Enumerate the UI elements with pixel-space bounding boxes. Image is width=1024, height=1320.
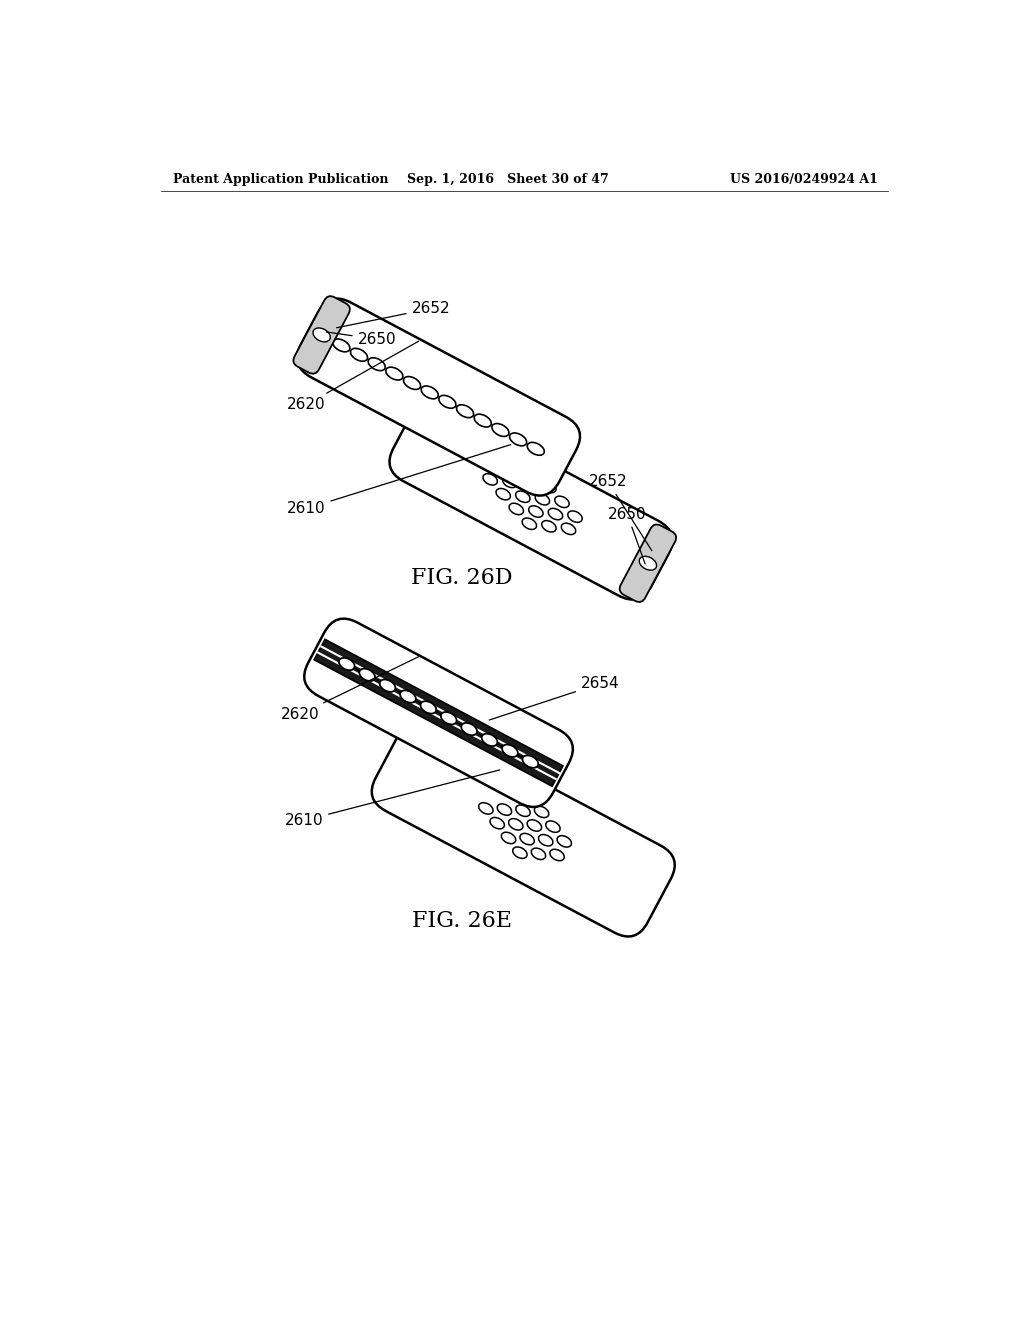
Ellipse shape [457, 405, 474, 417]
Ellipse shape [333, 339, 350, 352]
Ellipse shape [439, 396, 456, 408]
Ellipse shape [369, 358, 385, 371]
Ellipse shape [350, 348, 368, 362]
Ellipse shape [509, 503, 523, 515]
FancyBboxPatch shape [620, 524, 676, 602]
Text: 2654: 2654 [489, 676, 620, 719]
Ellipse shape [557, 836, 571, 847]
Ellipse shape [502, 744, 518, 756]
Ellipse shape [539, 834, 553, 846]
Ellipse shape [421, 385, 438, 399]
Text: Patent Application Publication: Patent Application Publication [173, 173, 388, 186]
Ellipse shape [535, 807, 549, 817]
Ellipse shape [474, 414, 492, 428]
Ellipse shape [542, 520, 556, 532]
Ellipse shape [561, 523, 575, 535]
Ellipse shape [380, 680, 395, 692]
Ellipse shape [313, 327, 331, 342]
Ellipse shape [522, 517, 537, 529]
Ellipse shape [550, 849, 564, 861]
Text: 2650: 2650 [608, 507, 646, 564]
Ellipse shape [481, 734, 498, 746]
Ellipse shape [490, 817, 505, 829]
Text: Sep. 1, 2016   Sheet 30 of 47: Sep. 1, 2016 Sheet 30 of 47 [407, 173, 608, 186]
Ellipse shape [359, 669, 375, 681]
Ellipse shape [520, 833, 535, 845]
Text: FIG. 26E: FIG. 26E [412, 909, 512, 932]
FancyBboxPatch shape [372, 719, 675, 937]
Ellipse shape [492, 424, 509, 437]
Text: 2650: 2650 [327, 331, 396, 347]
Ellipse shape [461, 723, 477, 735]
Ellipse shape [548, 508, 562, 520]
Ellipse shape [568, 511, 583, 523]
Ellipse shape [400, 690, 416, 702]
Text: 2620: 2620 [287, 341, 419, 412]
Ellipse shape [510, 433, 526, 446]
Ellipse shape [555, 496, 569, 507]
Ellipse shape [421, 701, 436, 714]
Ellipse shape [531, 849, 546, 859]
FancyBboxPatch shape [304, 619, 572, 807]
Text: 2610: 2610 [285, 770, 500, 828]
Ellipse shape [516, 805, 530, 817]
Ellipse shape [441, 711, 457, 725]
Ellipse shape [503, 477, 517, 487]
Ellipse shape [536, 494, 550, 506]
Ellipse shape [386, 367, 402, 380]
FancyBboxPatch shape [293, 296, 350, 374]
FancyBboxPatch shape [297, 298, 580, 495]
Ellipse shape [478, 803, 494, 814]
Ellipse shape [639, 556, 656, 570]
Ellipse shape [527, 442, 545, 455]
Text: 2620: 2620 [281, 657, 419, 722]
Ellipse shape [528, 506, 543, 517]
Ellipse shape [403, 376, 421, 389]
Ellipse shape [339, 657, 354, 671]
Ellipse shape [546, 821, 560, 833]
Ellipse shape [542, 482, 556, 492]
Ellipse shape [522, 755, 539, 768]
FancyBboxPatch shape [389, 403, 673, 599]
Ellipse shape [502, 832, 516, 843]
Ellipse shape [509, 818, 523, 830]
Ellipse shape [522, 479, 537, 490]
Text: FIG. 26D: FIG. 26D [411, 568, 512, 589]
Ellipse shape [513, 847, 527, 858]
Text: US 2016/0249924 A1: US 2016/0249924 A1 [729, 173, 878, 186]
Ellipse shape [498, 804, 512, 816]
Ellipse shape [527, 820, 542, 832]
Text: 2610: 2610 [287, 445, 511, 516]
Text: 2652: 2652 [337, 301, 451, 327]
Ellipse shape [496, 488, 510, 500]
Ellipse shape [516, 491, 530, 503]
Ellipse shape [483, 474, 498, 484]
FancyBboxPatch shape [314, 639, 563, 787]
Text: 2652: 2652 [589, 474, 652, 550]
